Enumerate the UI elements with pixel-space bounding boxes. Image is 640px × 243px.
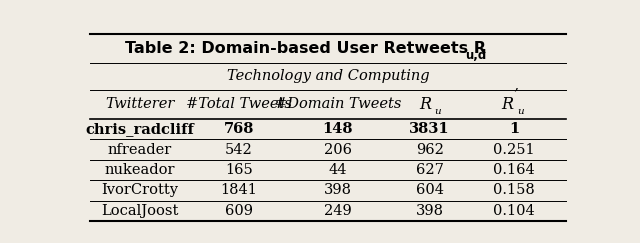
Text: 768: 768	[223, 122, 254, 136]
Text: Twitterer: Twitterer	[105, 97, 174, 112]
Text: 206: 206	[324, 143, 352, 156]
Text: 604: 604	[416, 183, 444, 197]
Text: u,d: u,d	[465, 49, 486, 62]
Text: 609: 609	[225, 204, 253, 218]
Text: LocalJoost: LocalJoost	[101, 204, 178, 218]
Text: 962: 962	[416, 143, 444, 156]
Text: #Domain Tweets: #Domain Tweets	[275, 97, 401, 112]
Text: Technology and Computing: Technology and Computing	[227, 69, 429, 83]
Text: ’: ’	[513, 87, 518, 101]
Text: 0.251: 0.251	[493, 143, 535, 156]
Text: Table 2: Domain-based User Retweets R: Table 2: Domain-based User Retweets R	[125, 41, 486, 56]
Text: 398: 398	[324, 183, 352, 197]
Text: 165: 165	[225, 163, 253, 177]
Text: 0.104: 0.104	[493, 204, 535, 218]
Text: chris_radcliff: chris_radcliff	[85, 122, 194, 136]
Text: u: u	[517, 107, 524, 116]
Text: 542: 542	[225, 143, 253, 156]
Text: 44: 44	[329, 163, 347, 177]
Text: 0.164: 0.164	[493, 163, 535, 177]
Text: R: R	[420, 96, 432, 113]
Text: 148: 148	[323, 122, 353, 136]
Text: IvorCrotty: IvorCrotty	[101, 183, 178, 197]
Text: 1: 1	[509, 122, 519, 136]
Text: nfreader: nfreader	[108, 143, 172, 156]
Text: 398: 398	[416, 204, 444, 218]
Text: nukeador: nukeador	[104, 163, 175, 177]
Text: #Total Tweets: #Total Tweets	[186, 97, 292, 112]
Text: 3831: 3831	[410, 122, 450, 136]
Text: R: R	[502, 96, 513, 113]
Text: 627: 627	[416, 163, 444, 177]
Text: 1841: 1841	[220, 183, 257, 197]
Text: 0.158: 0.158	[493, 183, 535, 197]
Text: 249: 249	[324, 204, 352, 218]
Text: u: u	[435, 107, 441, 116]
